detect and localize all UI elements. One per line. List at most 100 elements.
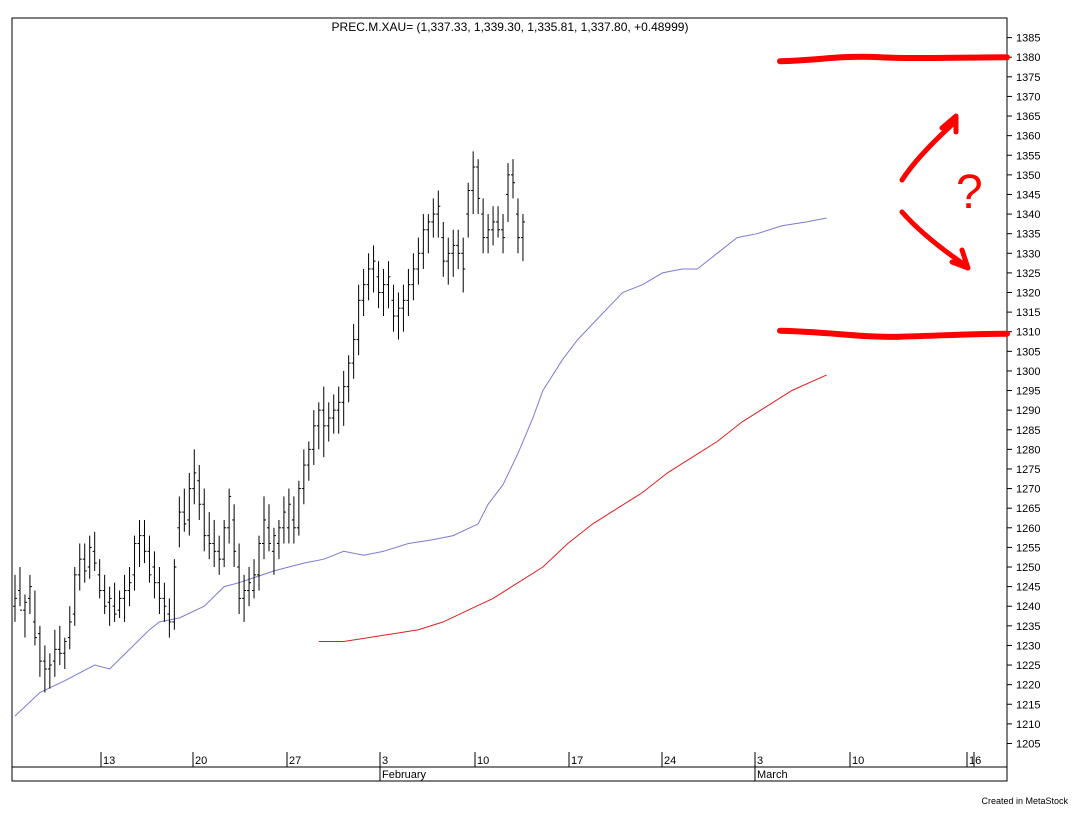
y-axis: 1205 1210 1215 1220 1225 1230 1235 1240 1245 1250… [1007,33,1040,750]
y-tick-label: 1255 [1016,542,1040,554]
ohlc-bar [471,151,476,215]
ohlc-bar [331,394,336,434]
ohlc-bar [396,292,401,340]
y-tick-label: 1365 [1016,111,1040,123]
ohlc-bar [192,449,197,505]
x-day-label: 3 [757,755,763,767]
ohlc-bar [177,496,182,548]
question-mark: ? [956,166,983,219]
ohlc-bar [172,559,177,630]
ohlc-bar [187,472,192,536]
y-tick-label: 1285 [1016,425,1040,437]
y-tick-label: 1315 [1016,307,1040,319]
y-tick-label: 1265 [1016,503,1040,515]
upper-arrow-head [939,113,959,135]
y-tick-label: 1290 [1016,405,1040,417]
ohlc-bar [506,163,511,222]
upper-arrow-shaft [899,119,958,183]
y-tick-label: 1205 [1016,738,1040,750]
ohlc-bar [486,214,491,254]
ohlc-bar [361,268,366,317]
y-tick-label: 1375 [1016,72,1040,84]
ohlc-bar [72,567,77,626]
x-day-label: 13 [103,755,115,767]
ohlc-bar [291,496,296,544]
ohlc-bar [22,594,27,638]
ohlc-bar [401,284,406,332]
ohlc-bar [42,645,47,693]
ohlc-bar [301,449,306,505]
x-month-label: March [757,769,788,781]
y-tick-label: 1330 [1016,248,1040,260]
ohlc-bar [87,535,92,579]
footer-credit: Created in MetaStock [981,796,1068,806]
y-tick-label: 1225 [1016,660,1040,672]
ohlc-bar [411,253,416,301]
y-tick-label: 1210 [1016,719,1040,731]
ohlc-bar [461,237,466,293]
y-tick-label: 1300 [1016,366,1040,378]
ohlc-bar [515,198,520,254]
ohlc-bar [112,582,117,622]
y-tick-label: 1340 [1016,209,1040,221]
ohlc-bar [147,535,152,583]
y-tick-label: 1215 [1016,699,1040,711]
ohlc-bar [77,543,82,591]
ohlc-bar [27,574,32,615]
ohlc-bar [306,441,311,481]
y-tick-label: 1350 [1016,170,1040,182]
ohlc-bar [351,323,356,379]
ohlc-bar [366,253,371,301]
y-tick-label: 1250 [1016,562,1040,574]
ohlc-bar [336,386,341,434]
ohlc-bar [296,480,301,536]
ohlc-bar [242,574,247,622]
x-day-label: 10 [852,755,864,767]
y-tick-label: 1380 [1016,52,1040,64]
y-tick-label: 1240 [1016,601,1040,613]
ohlc-bar [466,182,471,238]
y-tick-label: 1305 [1016,346,1040,358]
y-tick-label: 1270 [1016,484,1040,496]
ohlc-bar [262,496,266,560]
x-axis: 13 20 27 3 10 17 24 3 10 16 February March [100,752,981,781]
ohlc-bar [222,519,227,568]
ohlc-bar [257,535,262,591]
ohlc-bar [32,590,37,646]
y-tick-label: 1355 [1016,150,1040,162]
ohlc-bar [441,221,446,277]
lower-arrow-shaft [899,209,968,268]
lower-arrow-head [949,247,971,271]
price-bars [13,151,525,693]
ohlc-bar [62,637,67,669]
ohlc-bar [137,519,142,568]
ohlc-bar [271,527,276,575]
ohlc-bar [107,586,112,626]
ohlc-bar [47,653,52,689]
ohlc-bar [281,496,286,544]
y-tick-label: 1360 [1016,131,1040,143]
ohlc-bar [406,268,411,317]
x-day-label: 24 [664,755,676,767]
ohlc-bar [247,567,252,607]
plot-frame [11,17,1008,782]
ohlc-bar [286,488,291,544]
ohlc-bar [207,512,212,560]
y-tick-label: 1230 [1016,640,1040,652]
ohlc-bar [381,268,386,317]
y-tick-label: 1370 [1016,91,1040,103]
ohlc-bar [202,488,207,552]
ohlc-bar [232,504,237,568]
upper-level-line [777,53,1010,65]
lower-level-line [777,327,1010,340]
ohlc-bar [57,625,62,666]
ohlc-bar [481,198,486,254]
ohlc-bar [152,551,157,599]
ma-long-line [318,374,827,642]
y-tick-label: 1220 [1016,680,1040,692]
y-tick-label: 1260 [1016,523,1040,535]
y-tick-label: 1325 [1016,268,1040,280]
ohlc-bar [102,574,107,615]
ohlc-bar [252,559,257,599]
